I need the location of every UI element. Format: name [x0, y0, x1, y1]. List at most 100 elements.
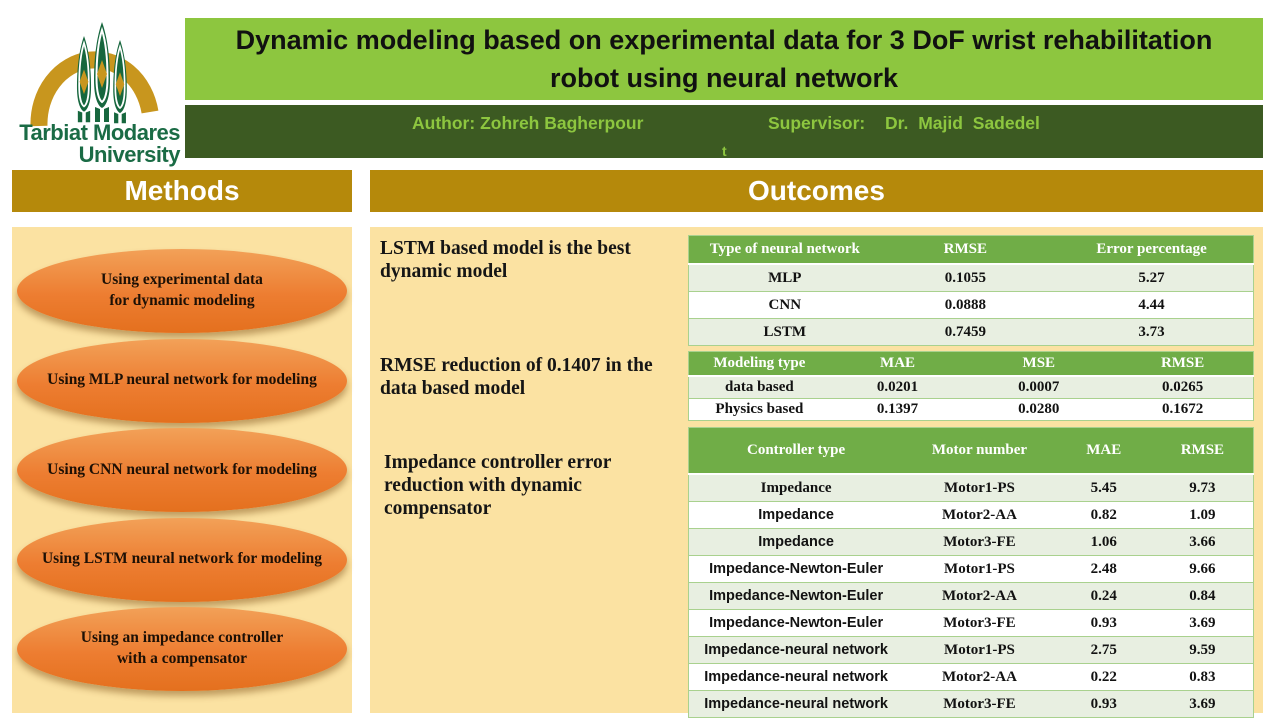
results-table: Modeling type MAE MSE RMSE data based 0.0201 0… — [688, 351, 1254, 421]
results-table: Type of neural network RMSE Error percenta… — [688, 235, 1254, 346]
method-label: Using an impedance controller with a com… — [80, 629, 284, 667]
table-cell: 0.7459 — [880, 318, 1051, 346]
table-cell: 0.24 — [1055, 582, 1152, 610]
table-row: Impedance-Newton-Euler Motor2-AA 0.24 0.84 — [688, 582, 1254, 610]
table-header-cell: MSE — [965, 351, 1113, 376]
table-cell: 0.0201 — [829, 375, 966, 399]
supervisor-label: Supervisor: — [768, 113, 866, 133]
logo-wordmark: Tarbiat Modares University — [19, 121, 181, 168]
table-cell: Physics based — [688, 398, 830, 421]
table-cell: Motor1-PS — [903, 555, 1056, 583]
table-header-row: Modeling type MAE MSE RMSE — [688, 351, 1254, 376]
table-cell: 0.84 — [1151, 582, 1254, 610]
table-cell: 0.93 — [1055, 609, 1152, 637]
table-cell: Impedance-neural network — [688, 636, 904, 664]
table-cell: 3.73 — [1050, 318, 1254, 346]
table-cell: Impedance-neural network — [688, 663, 904, 691]
method-label: Using experimental data for dynamic mode… — [101, 271, 263, 309]
table-header-row: Type of neural network RMSE Error percenta… — [688, 235, 1254, 264]
table-row: Impedance-neural network Motor3-FE 0.93 3.6… — [688, 690, 1254, 718]
table-cell: 9.59 — [1151, 636, 1254, 664]
method-label: Using MLP neural network for modeling — [47, 371, 317, 389]
table-cell: Motor2-AA — [903, 501, 1056, 529]
table-header-cell: Error percentage — [1050, 235, 1254, 264]
table-header-cell: Type of neural network — [688, 235, 881, 264]
table-cell: Impedance — [688, 528, 904, 556]
table-header-cell: Controller type — [688, 427, 904, 474]
table-header-row: Controller type Motor number MAE RMSE — [688, 427, 1254, 474]
table-cell: 0.1055 — [880, 263, 1051, 292]
logo-trees — [76, 22, 127, 124]
supervisor-name: Dr. Majid Sadedel — [884, 113, 1040, 133]
method-label: Using CNN neural network for modeling — [47, 460, 317, 478]
table-cell: 0.0280 — [965, 398, 1113, 421]
supervisor-line: Supervisor: Dr. Majid Sadedel — [768, 113, 1040, 134]
table-header-cell: Modeling type — [688, 351, 830, 376]
table-cell: 3.66 — [1151, 528, 1254, 556]
table-row: Impedance Motor3-FE 1.06 3.66 — [688, 528, 1254, 556]
table-cell: Impedance-Newton-Euler — [688, 609, 904, 637]
stray-character: t — [722, 143, 727, 159]
table-header-cell: Motor number — [903, 427, 1056, 474]
outcome-note: Impedance controller error reduction wit… — [384, 452, 612, 519]
method-ellipse: Using LSTM neural network for modeling — [17, 517, 347, 602]
table-cell: 0.0888 — [880, 291, 1051, 319]
table-cell: 1.09 — [1151, 501, 1254, 529]
methods-panel: Using experimental data for dynamic mode… — [12, 227, 352, 713]
outcome-note: RMSE reduction of 0.1407 in the data bas… — [380, 355, 653, 399]
table-cell: Impedance — [688, 473, 904, 502]
author-label: Author: — [412, 113, 476, 133]
table-row: Impedance Motor2-AA 0.82 1.09 — [688, 501, 1254, 529]
author-line: Author: Zohreh Bagherpour — [412, 113, 643, 134]
table-cell: Motor3-FE — [903, 609, 1056, 637]
tmu-logo-graphic — [30, 22, 159, 127]
method-label: Using LSTM neural network for modeling — [41, 550, 323, 568]
table-cell: Impedance-Newton-Euler — [688, 555, 904, 583]
byline-bar: Author: Zohreh Bagherpour Supervisor: Dr… — [185, 105, 1263, 159]
table-cell: Motor2-AA — [903, 582, 1056, 610]
table-header-cell: RMSE — [880, 235, 1051, 264]
table-cell: 2.48 — [1055, 555, 1152, 583]
table-cell: 0.1397 — [829, 398, 966, 421]
table-cell: CNN — [688, 291, 881, 319]
table-row: CNN 0.0888 4.44 — [688, 291, 1254, 319]
table-cell: 5.45 — [1055, 473, 1152, 502]
method-ellipse: Using an impedance controller with a com… — [17, 607, 347, 691]
method-ellipse: Using experimental data for dynamic mode… — [17, 249, 347, 333]
table-row: Impedance Motor1-PS 5.45 9.73 — [688, 473, 1254, 502]
table-row: Impedance-neural network Motor2-AA 0.22 0.8… — [688, 663, 1254, 691]
method-ellipse: Using CNN neural network for modeling — [17, 428, 347, 512]
table-header-cell: MAE — [829, 351, 966, 376]
outcome-note: LSTM based model is the best dynamic mod… — [380, 238, 631, 282]
logo-wordmark-line2: University — [78, 142, 181, 168]
table-row: Impedance-neural network Motor1-PS 2.75 9.5… — [688, 636, 1254, 664]
table-cell: 0.93 — [1055, 690, 1152, 718]
table-cell: data based — [688, 375, 830, 399]
title-bar: Dynamic modeling based on experimental d… — [185, 18, 1263, 100]
university-logo: Tarbiat Modares University — [12, 10, 184, 168]
table-cell: 0.83 — [1151, 663, 1254, 691]
table-cell: 0.0265 — [1112, 375, 1254, 399]
table-row: MLP 0.1055 5.27 — [688, 263, 1254, 292]
table-header-cell: RMSE — [1151, 427, 1254, 474]
table-cell: 3.69 — [1151, 690, 1254, 718]
table-row: Impedance-Newton-Euler Motor1-PS 2.48 9.66 — [688, 555, 1254, 583]
table-cell: 0.0007 — [965, 375, 1113, 399]
table-cell: 1.06 — [1055, 528, 1152, 556]
poster-title: Dynamic modeling based on experimental d… — [235, 24, 1213, 93]
methods-section-header: Methods — [12, 170, 352, 212]
table-cell: 9.66 — [1151, 555, 1254, 583]
outcome-tables: Type of neural network RMSE Error percenta… — [688, 235, 1254, 718]
table-cell: 0.22 — [1055, 663, 1152, 691]
table-cell: 0.1672 — [1112, 398, 1254, 421]
author-name: Zohreh Bagherpour — [480, 113, 644, 133]
table-header-cell: RMSE — [1112, 351, 1254, 376]
table-cell: LSTM — [688, 318, 881, 346]
outcomes-panel: LSTM based model is the best dynamic mod… — [370, 227, 1263, 718]
table-cell: Motor2-AA — [903, 663, 1056, 691]
table-cell: Motor3-FE — [903, 690, 1056, 718]
table-row: Impedance-Newton-Euler Motor3-FE 0.93 3.69 — [688, 609, 1254, 637]
table-row: LSTM 0.7459 3.73 — [688, 318, 1254, 346]
table-row: data based 0.0201 0.0007 0.0265 — [688, 375, 1254, 399]
